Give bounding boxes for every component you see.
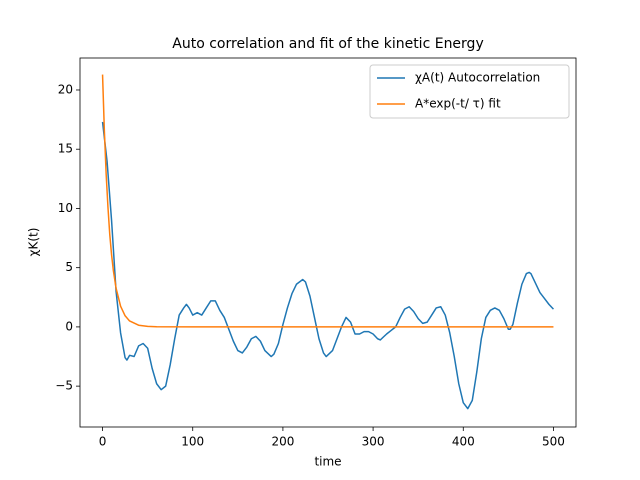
legend-label: χA(t) Autocorrelation <box>415 71 540 85</box>
y-axis-label: χK(t) <box>27 228 41 257</box>
x-tick-label: 100 <box>181 435 204 449</box>
x-axis-label: time <box>314 455 341 469</box>
x-tick-label: 500 <box>542 435 565 449</box>
x-tick-label: 400 <box>452 435 475 449</box>
x-tick-label: 0 <box>99 435 107 449</box>
chart-title: Auto correlation and fit of the kinetic … <box>172 36 483 52</box>
y-tick-label: −5 <box>55 379 73 393</box>
y-tick-label: 15 <box>58 142 73 156</box>
y-tick-label: 5 <box>65 260 73 274</box>
series-line <box>101 74 554 328</box>
y-tick-label: 10 <box>58 201 73 215</box>
y-tick-label: 0 <box>65 319 73 333</box>
y-tick-label: 20 <box>58 82 73 96</box>
series-line <box>101 121 554 410</box>
legend-box <box>369 64 570 119</box>
x-tick-label: 300 <box>362 435 385 449</box>
x-tick-label: 200 <box>271 435 294 449</box>
legend-label: A*exp(-t/ τ) fit <box>415 97 501 111</box>
plot-frame <box>79 57 577 428</box>
